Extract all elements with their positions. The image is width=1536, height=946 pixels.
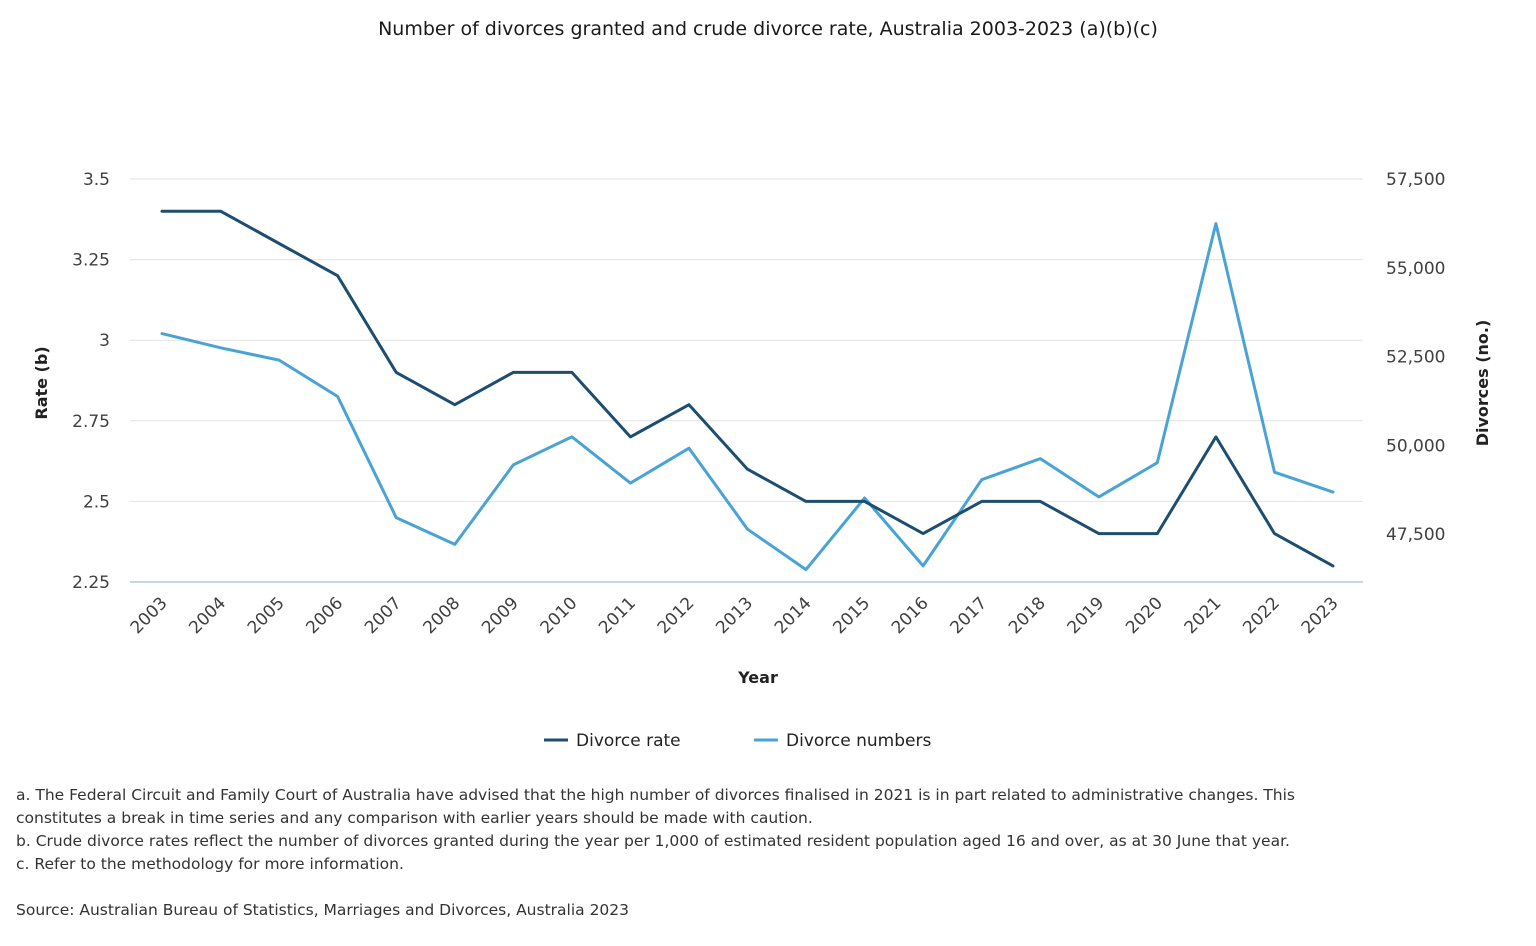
y-left-tick-label: 2.75 <box>72 412 110 432</box>
x-tick-label: 2023 <box>1298 593 1343 638</box>
x-tick-label: 2021 <box>1181 593 1226 638</box>
x-tick-label: 2018 <box>1005 593 1050 638</box>
x-tick-label: 2004 <box>185 593 230 638</box>
x-tick-label: 2009 <box>478 593 523 638</box>
chart: 2.25 2.5 2.75 3 3.25 3.5 47,500 50,000 52,500 55… <box>32 170 1492 751</box>
y-right-tick-label: 50,000 <box>1386 436 1445 456</box>
legend: Divorce rate Divorce numbers <box>544 731 931 751</box>
chart-title: Number of divorces granted and crude div… <box>378 18 1158 40</box>
x-tick-label: 2003 <box>127 593 172 638</box>
y-left-tick-label: 3.5 <box>83 170 110 190</box>
footnote-b: b. Crude divorce rates reflect the numbe… <box>16 832 1290 850</box>
x-tick-label: 2011 <box>595 593 640 638</box>
right-axis-ticks: 47,500 50,000 52,500 55,000 57,500 <box>1386 170 1445 545</box>
footnote-a: a. The Federal Circuit and Family Court … <box>16 786 1295 827</box>
y-right-tick-label: 47,500 <box>1386 525 1445 545</box>
x-tick-label: 2017 <box>947 593 992 638</box>
y-axis-right-label: Divorces (no.) <box>1473 320 1492 447</box>
x-tick-label: 2022 <box>1239 593 1284 638</box>
x-tick-label: 2005 <box>244 593 289 638</box>
y-left-tick-label: 3.25 <box>72 251 110 271</box>
y-axis-left-label: Rate (b) <box>32 346 51 419</box>
x-tick-label: 2019 <box>1064 593 1109 638</box>
left-axis-ticks: 2.25 2.5 2.75 3 3.25 3.5 <box>72 170 110 593</box>
y-left-tick-label: 2.5 <box>83 492 110 512</box>
gridlines <box>130 178 1363 583</box>
y-right-tick-label: 57,500 <box>1386 170 1445 190</box>
legend-item-divorce-rate[interactable]: Divorce rate <box>544 731 681 751</box>
x-tick-label: 2013 <box>712 593 757 638</box>
legend-label-divorce-numbers: Divorce numbers <box>786 731 931 751</box>
footnotes: a. The Federal Circuit and Family Court … <box>16 784 1376 876</box>
x-tick-label: 2014 <box>771 593 816 638</box>
x-axis-ticks: 2003 2004 2005 2006 2007 2008 2009 2010 2011 2012… <box>127 593 1343 638</box>
x-tick-label: 2010 <box>537 593 582 638</box>
x-tick-label: 2006 <box>302 593 347 638</box>
series-line-divorce-numbers[interactable] <box>160 222 1335 572</box>
legend-item-divorce-numbers[interactable]: Divorce numbers <box>754 731 931 751</box>
y-right-tick-label: 52,500 <box>1386 348 1445 368</box>
legend-label-divorce-rate: Divorce rate <box>576 731 681 751</box>
x-tick-label: 2015 <box>829 593 874 638</box>
x-tick-label: 2012 <box>654 593 699 638</box>
source-note: Source: Australian Bureau of Statistics,… <box>16 901 630 919</box>
x-tick-label: 2007 <box>361 593 406 638</box>
y-left-tick-label: 3 <box>99 331 110 351</box>
x-tick-label: 2020 <box>1122 593 1167 638</box>
y-left-tick-label: 2.25 <box>72 573 110 593</box>
y-right-tick-label: 55,000 <box>1386 259 1445 279</box>
x-axis-label: Year <box>737 668 778 687</box>
x-tick-label: 2008 <box>420 593 465 638</box>
x-tick-label: 2016 <box>888 593 933 638</box>
series-line-divorce-rate[interactable] <box>160 209 1335 568</box>
footnote-c: c. Refer to the methodology for more inf… <box>16 855 404 873</box>
series-lines <box>160 209 1335 572</box>
